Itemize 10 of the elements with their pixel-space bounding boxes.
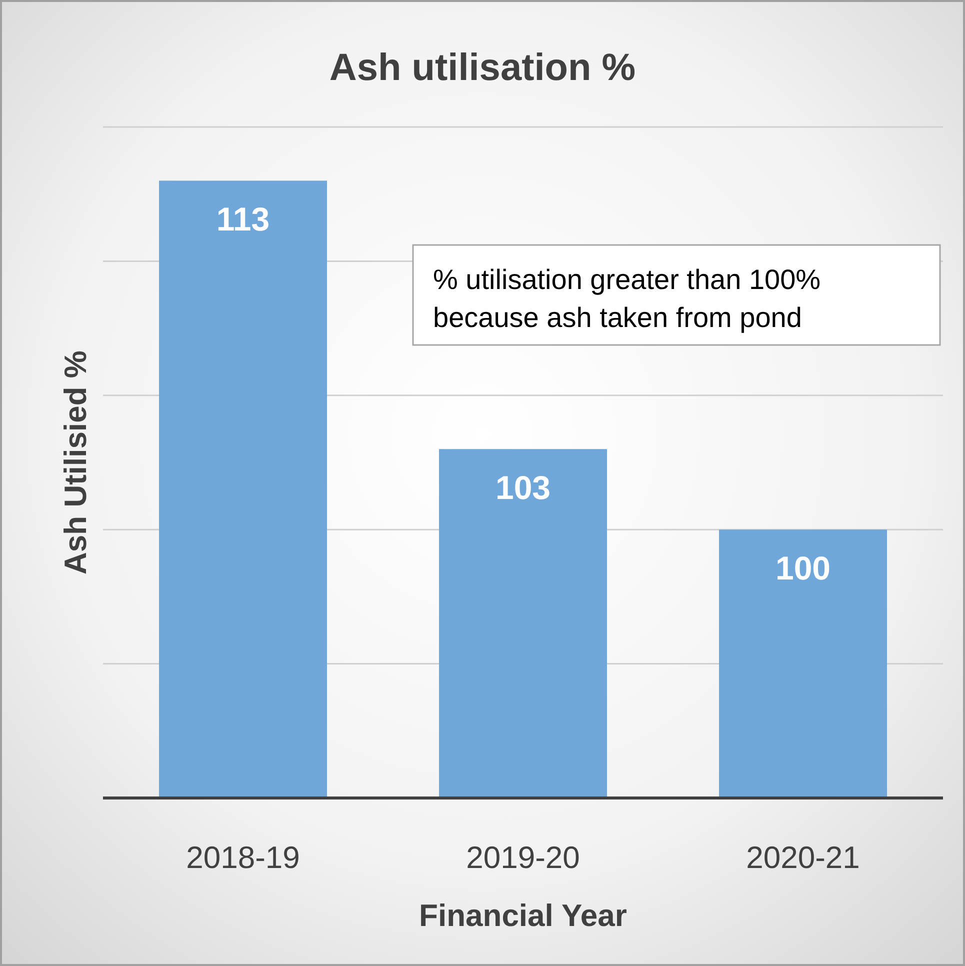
x-tick-label: 2019-20 <box>466 840 580 875</box>
data-label: 113 <box>216 200 270 238</box>
x-tick-label: 2018-19 <box>186 840 300 875</box>
data-label: 103 <box>495 469 551 506</box>
y-axis-title: Ash Utilisied % <box>58 350 93 574</box>
annotation: % utilisation greater than 100% because ash taken from pond <box>433 264 821 333</box>
x-tick-label: 2020-21 <box>746 840 860 875</box>
x-axis-title: Financial Year <box>419 898 627 933</box>
data-label: 100 <box>775 550 831 587</box>
chart-title: Ash utilisation % <box>329 47 636 89</box>
